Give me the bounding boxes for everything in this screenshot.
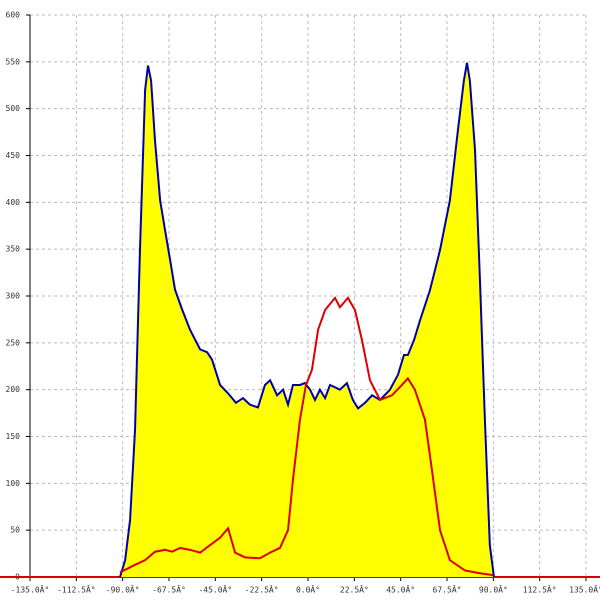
y-tick-label: 50 [10,526,20,535]
y-tick-label: 350 [6,245,21,254]
x-tick-label: 90.0Â° [479,584,508,595]
x-tick-label: 22.5Â° [340,584,369,595]
line [119,296,494,577]
x-tick-label: 112.5Â° [523,584,557,595]
x-tick-label: 135.0Â° [569,584,600,595]
y-tick-label: 250 [6,338,21,347]
y-tick-label: 300 [6,292,21,301]
y-tick-label: 150 [6,432,21,441]
area-fill [119,62,494,577]
y-tick-label: 500 [6,104,21,113]
y-tick-label: 450 [6,151,21,160]
line [119,62,495,578]
x-tick-label: 45.0Â° [386,584,415,595]
y-tick-label: 100 [6,479,21,488]
x-tick-label: 0.0Â° [296,584,320,595]
x-tick-label: -90.0Â° [106,584,140,595]
x-tick-label: -112.5Â° [57,584,96,595]
x-tick-label: -45.0Â° [198,584,232,595]
x-tick-label: -67.5Â° [152,584,186,595]
y-tick-label: 400 [6,198,21,207]
x-tick-label: -135.0Â° [11,584,50,595]
y-tick-label: 200 [6,385,21,394]
x-tick-label: 67.5Â° [433,584,462,595]
y-tick-label: 550 [6,57,21,66]
y-tick-label: 600 [6,11,21,20]
x-tick-label: -22.5Â° [245,584,279,595]
